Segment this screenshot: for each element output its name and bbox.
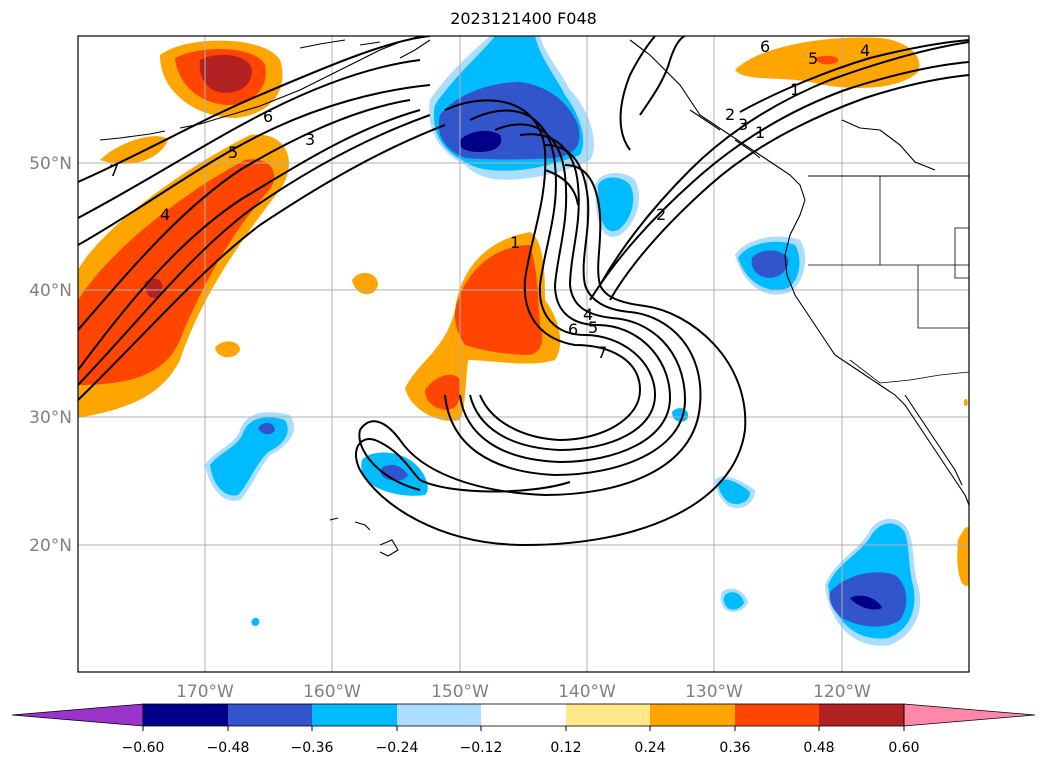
contour-label: 4 (160, 205, 170, 224)
contour-label: 6 (263, 107, 273, 126)
contour-label: 1 (510, 233, 520, 252)
contour-label: 2 (656, 205, 666, 224)
colorbar-tick-label: 0.12 (550, 740, 581, 756)
lat-label-50n: 50°N (29, 154, 72, 174)
colorbar-segment (735, 704, 819, 726)
contour-label: 4 (583, 305, 593, 324)
colorbar-tick-label: 0.60 (888, 740, 919, 756)
colorbar-tick-label: −0.36 (291, 740, 334, 756)
contour-label: 5 (808, 49, 818, 68)
colorbar-tick-label: 0.36 (719, 740, 750, 756)
graticule (78, 36, 969, 672)
latitude-labels: 50°N 40°N 30°N 20°N (29, 154, 72, 556)
colorbar-tick-label: 0.48 (803, 740, 834, 756)
lon-label-160w: 160°W (303, 682, 361, 702)
lat-label-30n: 30°N (29, 408, 72, 428)
colorbar-segment (397, 704, 481, 726)
contour-labels: 7 6 5 4 3 1 2 4 5 6 7 1 4 5 6 3 2 1 (109, 37, 870, 362)
contour-label: 3 (305, 130, 315, 149)
map-frame (77, 35, 970, 673)
contour-label: 5 (228, 143, 238, 162)
coastlines (99, 36, 969, 557)
lon-label-150w: 150°W (431, 682, 489, 702)
colorbar-tick-label: −0.60 (122, 740, 165, 756)
colorbar-frame (142, 703, 905, 727)
colorbar-tick-label: −0.24 (376, 740, 419, 756)
lat-label-40n: 40°N (29, 281, 72, 301)
contour-label: 6 (568, 320, 578, 339)
colorbar-segment (566, 704, 650, 726)
colorbar-segment (481, 704, 566, 726)
colorbar-segment (11, 703, 144, 727)
colorbar-segment (903, 703, 1036, 727)
lon-label-130w: 130°W (685, 682, 743, 702)
contour-label: 4 (860, 41, 870, 60)
colorbar-tick-label: 0.24 (634, 740, 665, 756)
colorbar-tick-label: −0.12 (460, 740, 503, 756)
colorbar-tick-label: −0.48 (207, 740, 250, 756)
map-title: 2023121400 F048 (450, 9, 597, 28)
colorbar: −0.60 −0.48 −0.36 −0.24 −0.12 0.12 0.24 … (11, 703, 1036, 756)
colorbar-segment (819, 704, 904, 726)
lon-label-140w: 140°W (558, 682, 616, 702)
lon-label-120w: 120°W (813, 682, 871, 702)
contour-label: 1 (790, 80, 800, 99)
colorbar-segment (312, 704, 397, 726)
colorbar-segment (650, 704, 735, 726)
contour-label: 3 (738, 115, 748, 134)
colorbar-segment (143, 704, 228, 726)
contour-label: 6 (760, 37, 770, 56)
contour-label: 1 (755, 123, 765, 142)
longitude-labels: 170°W 160°W 150°W 140°W 130°W 120°W (176, 682, 871, 702)
colorbar-segment (228, 704, 312, 726)
height-contours (78, 36, 969, 547)
contour-label: 7 (109, 161, 119, 180)
lat-label-20n: 20°N (29, 536, 72, 556)
anomaly-shading (78, 36, 969, 646)
contour-label: 7 (597, 343, 607, 362)
contour-label: 5 (588, 318, 598, 337)
lon-label-170w: 170°W (176, 682, 234, 702)
contour-label: 2 (725, 105, 735, 124)
